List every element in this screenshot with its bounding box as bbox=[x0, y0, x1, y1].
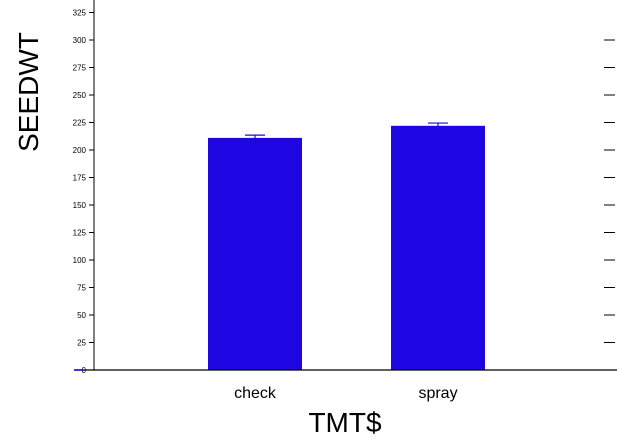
y-tick-label: 75 bbox=[77, 284, 86, 293]
y-tick-label: 200 bbox=[73, 146, 87, 155]
x-axis-title: TMT$ bbox=[308, 407, 382, 438]
y-tick-label: 50 bbox=[77, 311, 86, 320]
y-axis-ticks-left: 0255075100125150175200225250275300325 bbox=[73, 9, 94, 375]
y-tick-label: 175 bbox=[73, 174, 87, 183]
y-tick-label: 250 bbox=[73, 91, 87, 100]
y-tick-label: 150 bbox=[73, 201, 87, 210]
y-axis-ticks-right bbox=[604, 39, 615, 343]
y-tick-label: 225 bbox=[73, 119, 87, 128]
bar-spray bbox=[391, 125, 485, 370]
y-tick-label: 125 bbox=[73, 229, 87, 238]
x-tick-label-spray: spray bbox=[418, 385, 457, 402]
y-tick-label: 325 bbox=[73, 9, 87, 18]
bar-check bbox=[208, 137, 302, 370]
y-axis-title: SEEDWT bbox=[13, 32, 44, 152]
y-tick-label: 300 bbox=[73, 36, 87, 45]
bars-group bbox=[208, 122, 485, 370]
x-axis-category-labels: check spray bbox=[234, 385, 457, 402]
x-tick-label-check: check bbox=[234, 385, 277, 402]
y-tick-label: 100 bbox=[73, 256, 87, 265]
y-tick-label: 275 bbox=[73, 64, 87, 73]
y-tick-label: 25 bbox=[77, 339, 86, 348]
